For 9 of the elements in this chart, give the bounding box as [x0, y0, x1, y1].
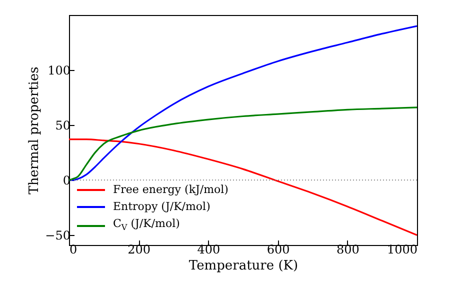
y-tick-label: 100 — [48, 64, 70, 78]
x-axis-title: Temperature (K) — [188, 258, 298, 274]
line-series — [69, 138, 417, 236]
legend-label: Free energy (kJ/mol) — [113, 182, 228, 198]
legend-label: C$_{V}$ (J/K/mol) — [113, 216, 180, 234]
legend-label: Entropy (J/K/mol) — [113, 199, 210, 215]
y-axis-title: Thermal properties — [27, 66, 42, 194]
line-series — [69, 106, 417, 181]
line-series — [69, 25, 417, 181]
